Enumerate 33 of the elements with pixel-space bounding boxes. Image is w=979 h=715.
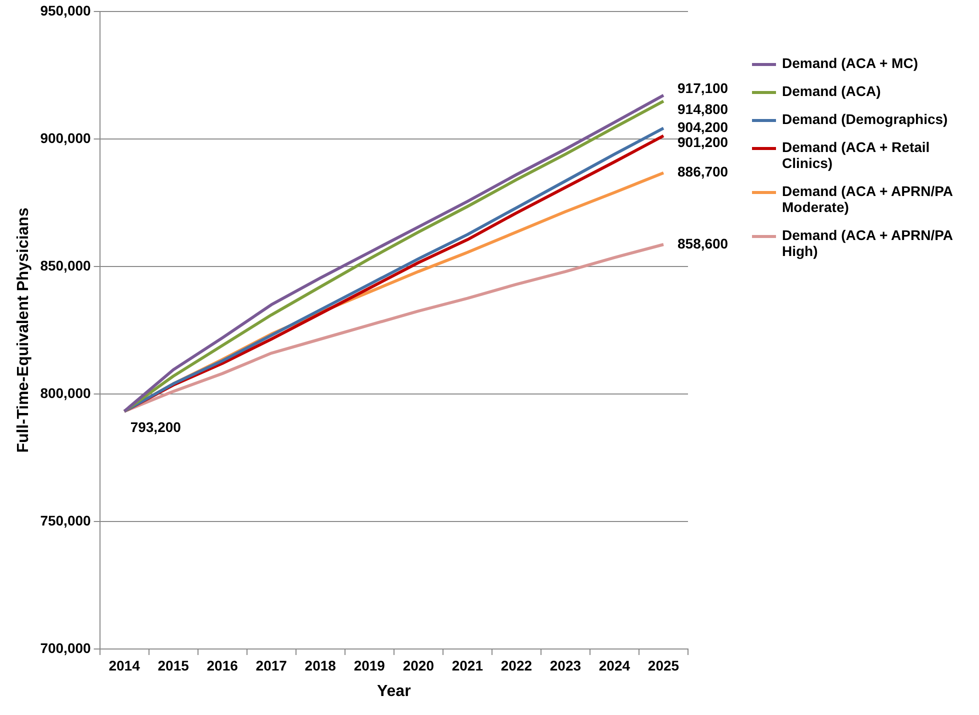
x-tick-label: 2016 [206, 657, 238, 674]
legend-label: Demand (ACA + MC) [782, 55, 918, 71]
legend-label: Demand (Demographics) [782, 111, 948, 127]
annotation: 917,100 [677, 80, 728, 96]
annotation: 886,700 [677, 164, 728, 180]
x-axis-title: Year [376, 682, 411, 700]
x-tick-label: 2020 [402, 657, 434, 674]
x-tick-label: 2019 [354, 657, 386, 674]
y-tick-label: 900,000 [40, 130, 92, 146]
y-tick-label: 800,000 [40, 384, 92, 401]
annotation: 858,600 [677, 235, 728, 252]
x-tick-label: 2025 [648, 657, 680, 674]
legend-label: Demand (ACA + APRN/PA High) [782, 227, 954, 259]
annotation: 904,200 [677, 119, 728, 136]
y-axis-title: Full-Time-Equivalent Physicians [15, 208, 32, 453]
legend-label: Demand (ACA + Retail Clinics) [782, 139, 931, 171]
x-tick-label: 2015 [158, 657, 190, 674]
y-tick-label: 700,000 [40, 640, 92, 656]
x-tick-label: 2014 [108, 657, 140, 674]
x-tick-label: 2018 [304, 657, 336, 674]
x-tick-label: 2017 [256, 657, 288, 674]
annotation: 914,800 [677, 101, 728, 118]
annotation: 901,200 [677, 134, 728, 150]
x-tick-label: 2021 [452, 657, 484, 674]
x-tick-label: 2022 [500, 657, 532, 674]
y-tick-label: 950,000 [40, 2, 92, 18]
annotation: 793,200 [130, 419, 182, 436]
y-tick-label: 750,000 [40, 512, 92, 528]
y-tick-label: 850,000 [40, 257, 92, 274]
legend-label: Demand (ACA + APRN/PA Moderate) [782, 183, 954, 215]
x-tick-label: 2023 [550, 657, 582, 674]
legend-label: Demand (ACA) [782, 83, 881, 99]
x-tick-label: 2024 [598, 657, 630, 674]
